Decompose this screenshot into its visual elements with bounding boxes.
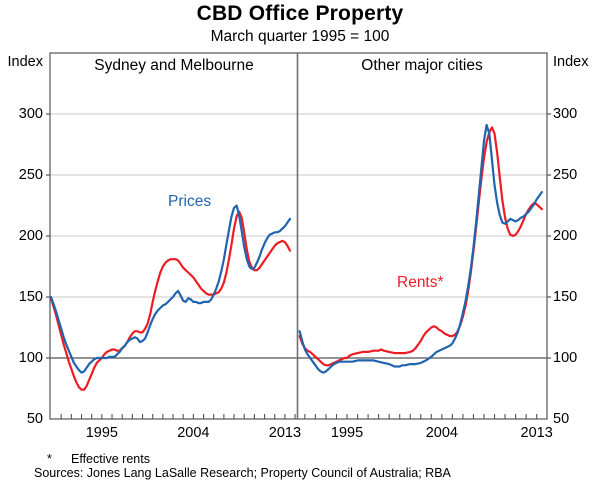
prices-series-label: Prices — [168, 193, 212, 210]
series-line-rents-panel-0 — [49, 210, 292, 391]
y-axis-unit-right: Index — [553, 54, 589, 70]
x-tick-label-0-2004: 2004 — [177, 425, 210, 441]
panel-title-sydney-melbourne: Sydney and Melbourne — [94, 57, 254, 74]
y-tick-label-left-100: 100 — [18, 350, 43, 366]
x-tick-label-0-2013: 2013 — [268, 425, 302, 441]
y-tick-label-left-50: 50 — [26, 411, 43, 427]
y-tick-label-left-150: 150 — [18, 289, 43, 305]
x-tick-label-1-1995: 1995 — [330, 425, 364, 441]
x-tick-label-0-1995: 1995 — [85, 425, 118, 441]
y-tick-label-left-250: 250 — [18, 167, 43, 183]
footnote-text: Effective rents — [71, 452, 150, 466]
y-tick-label-right-150: 150 — [553, 289, 578, 305]
y-axis-unit-left: Index — [7, 54, 43, 70]
series-line-prices-panel-1 — [298, 123, 544, 374]
y-tick-label-left-300: 300 — [18, 106, 43, 122]
rents-series-label: Rents* — [397, 274, 444, 291]
y-tick-label-right-100: 100 — [553, 350, 578, 366]
chart-subtitle: March quarter 1995 = 100 — [210, 28, 390, 45]
series-line-prices-panel-0 — [49, 204, 292, 374]
series-line-rents-panel-1 — [298, 126, 544, 367]
y-tick-label-left-200: 200 — [18, 228, 43, 244]
x-tick-label-1-2013: 2013 — [520, 425, 553, 441]
chart-title: CBD Office Property — [196, 2, 404, 25]
y-tick-label-right-200: 200 — [553, 228, 578, 244]
sources-line: Sources: Jones Lang LaSalle Research; Pr… — [34, 466, 451, 480]
x-tick-label-1-2004: 2004 — [425, 425, 458, 441]
y-tick-label-right-250: 250 — [553, 167, 578, 183]
y-tick-label-right-300: 300 — [553, 106, 578, 122]
footnote-marker: * — [47, 452, 52, 466]
panel-title-other-major-cities: Other major cities — [361, 57, 483, 74]
y-tick-label-right-50: 50 — [553, 411, 570, 427]
